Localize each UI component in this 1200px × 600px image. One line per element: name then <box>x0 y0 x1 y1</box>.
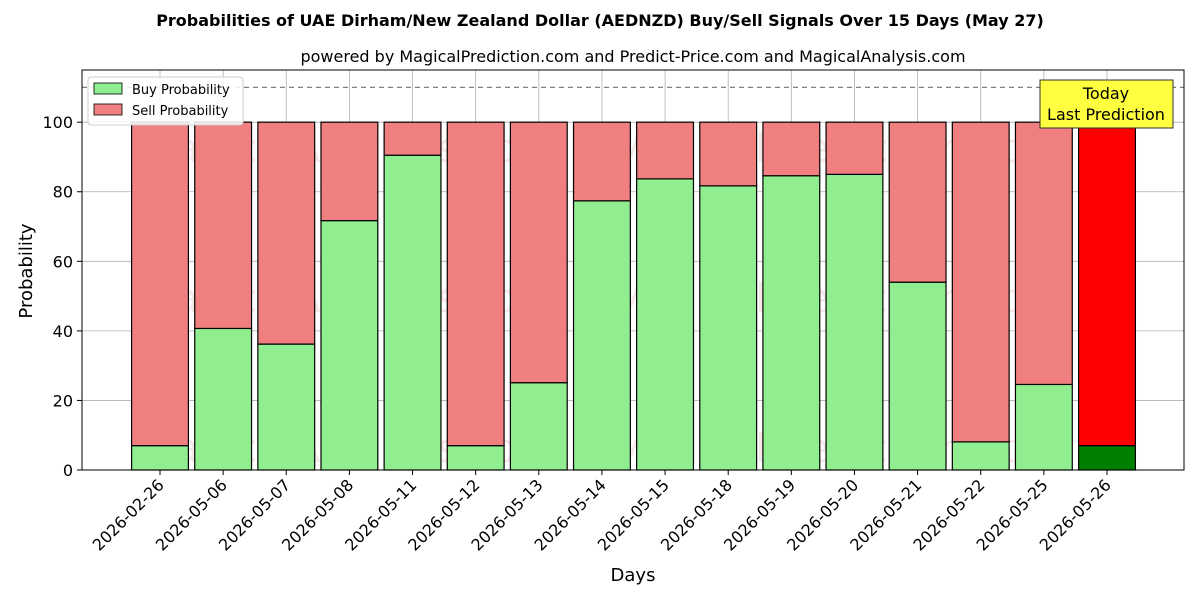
today-label: Today <box>1082 84 1129 103</box>
bar-sell <box>320 121 379 222</box>
bar-buy <box>383 154 442 471</box>
bar-sell <box>1014 121 1073 386</box>
bar-sell <box>572 121 631 202</box>
bar-buy <box>888 281 947 471</box>
last-prediction-label: Last Prediction <box>1047 105 1165 124</box>
x-axis-label: Days <box>611 565 656 586</box>
legend-label-buy: Buy Probability <box>132 83 230 98</box>
bar-buy <box>825 173 884 471</box>
bar-buy <box>130 445 190 471</box>
legend-swatch-buy <box>93 82 123 95</box>
bar-sell <box>509 121 568 384</box>
bar-buy <box>762 175 821 471</box>
y-axis-label: Probability <box>16 223 37 318</box>
bar-buy <box>194 327 253 471</box>
bar-sell <box>130 121 190 447</box>
legend-label-sell: Sell Probability <box>132 104 229 119</box>
y-tick-label: 20 <box>53 391 73 410</box>
y-tick-label: 80 <box>53 183 73 202</box>
legend-frame <box>87 76 244 126</box>
bar-sell <box>257 121 316 345</box>
bar-sell <box>825 121 884 175</box>
bar-sell <box>383 121 442 156</box>
y-tick-label: 100 <box>42 113 73 132</box>
legend-swatch-sell <box>93 103 123 116</box>
bars <box>130 121 1137 471</box>
y-tick-label: 0 <box>63 461 73 480</box>
plot-frame <box>81 69 1185 471</box>
bar-sell <box>762 121 821 177</box>
bar-buy <box>446 445 505 471</box>
bar-sell <box>194 121 253 330</box>
y-tick-label: 40 <box>53 322 73 341</box>
chart-subtitle: powered by MagicalPrediction.com and Pre… <box>300 47 965 66</box>
bar-buy <box>572 200 631 471</box>
y-tick-label: 60 <box>53 252 73 271</box>
bar-buy <box>951 441 1010 471</box>
bar-sell <box>446 121 505 447</box>
bar-sell <box>636 121 695 180</box>
today-annotation: Today Last Prediction <box>1039 79 1174 129</box>
bar-sell <box>1077 121 1137 447</box>
bar-sell <box>888 121 947 283</box>
bar-buy <box>509 382 568 471</box>
legend: Buy Probability Sell Probability <box>87 76 244 126</box>
bar-buy <box>1077 445 1137 471</box>
bar-buy <box>257 343 316 471</box>
bar-buy <box>1014 383 1073 471</box>
bar-buy <box>320 220 379 471</box>
chart-title: Probabilities of UAE Dirham/New Zealand … <box>156 11 1044 30</box>
today-annotation-box <box>1039 79 1174 129</box>
bar-sell <box>951 121 1010 443</box>
bar-buy <box>699 185 758 471</box>
bar-buy <box>636 178 695 471</box>
bar-sell <box>699 121 758 187</box>
